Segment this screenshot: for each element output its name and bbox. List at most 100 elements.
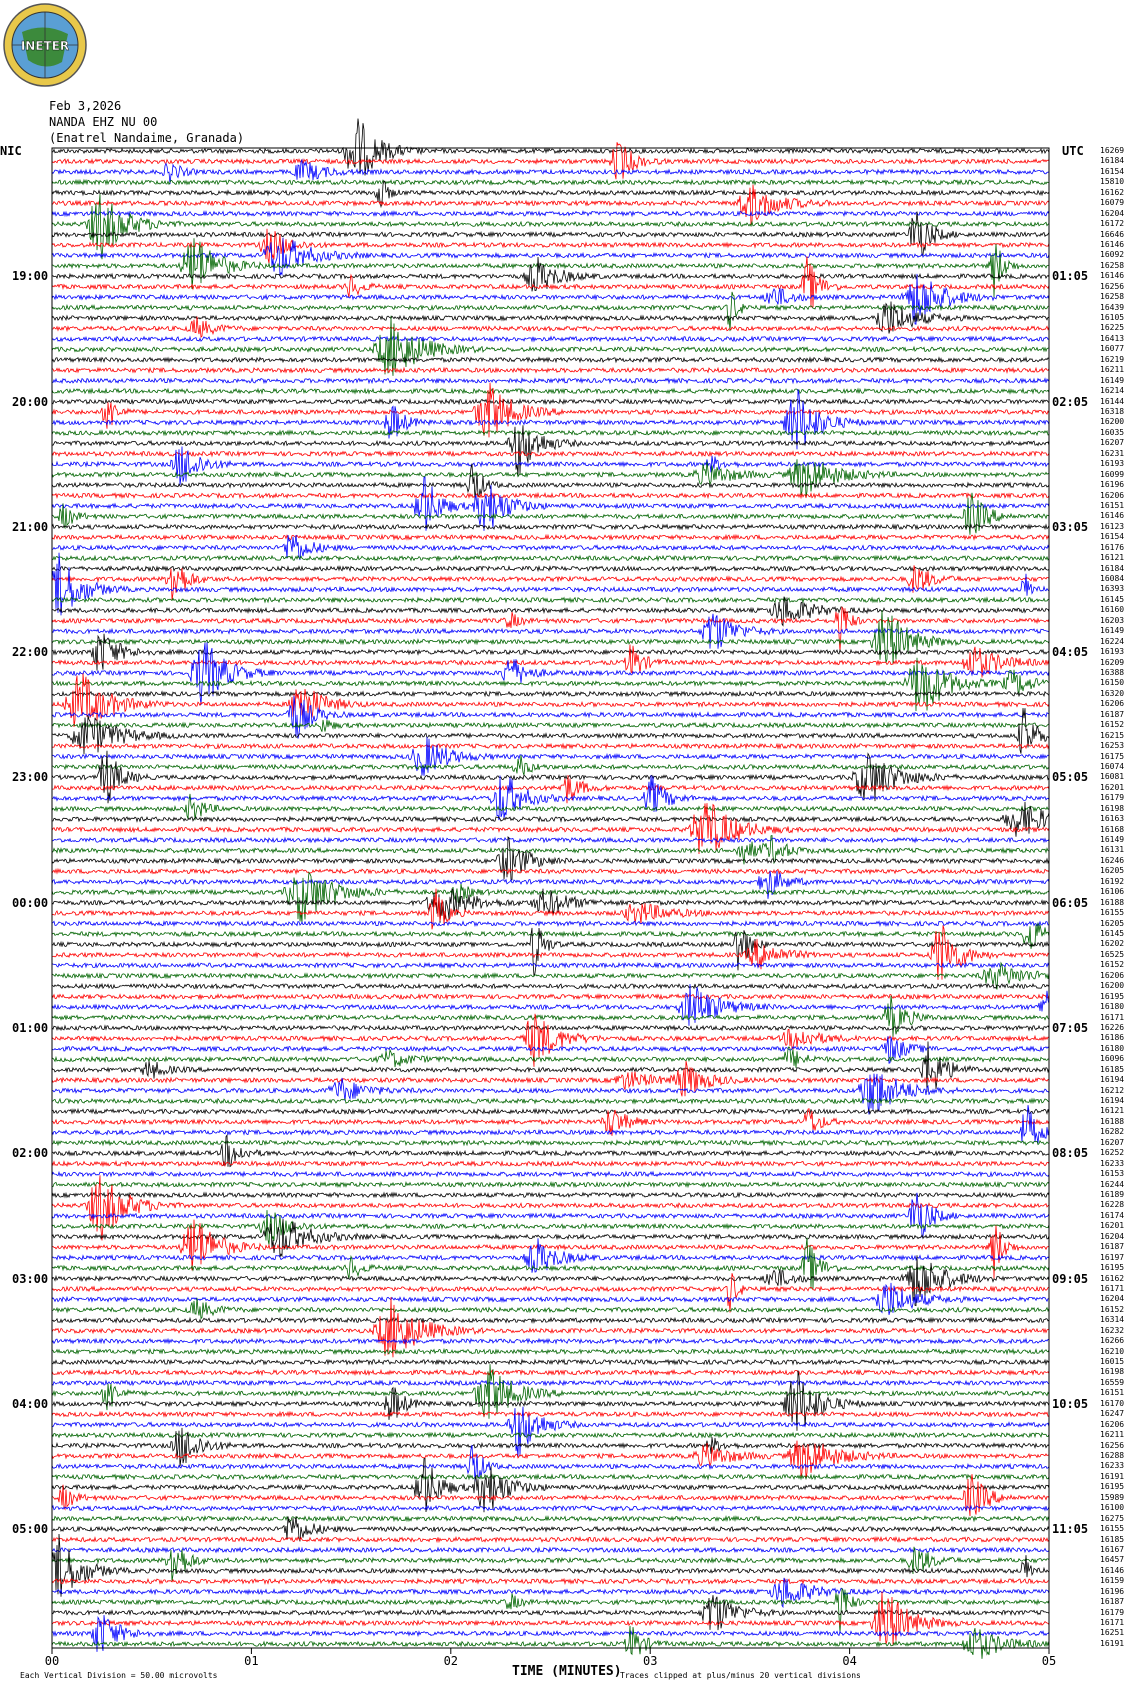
trace-line xyxy=(51,238,1050,298)
trace-line xyxy=(51,1591,1050,1646)
trace-line xyxy=(51,315,1050,376)
line-count: 16231 xyxy=(1100,448,1125,458)
line-count: 16207 xyxy=(1100,438,1125,448)
line-count: 16079 xyxy=(1100,198,1125,208)
x-ticks: 00 01 02 03 04 05 xyxy=(45,1648,1056,1668)
right-hour-label: 06:05 xyxy=(1052,895,1089,910)
line-count: 16187 xyxy=(1100,709,1125,719)
line-count: 16146 xyxy=(1100,271,1125,281)
line-count: 16202 xyxy=(1100,939,1125,949)
trace-line xyxy=(51,1577,1050,1609)
trace-line xyxy=(51,1546,1050,1554)
trace-line xyxy=(51,377,1050,385)
line-count: 16188 xyxy=(1100,1116,1125,1126)
x-tick-label: 03 xyxy=(643,1654,657,1668)
trace-line xyxy=(51,211,1050,257)
trace-line xyxy=(51,1516,1050,1542)
trace-line xyxy=(51,184,1050,226)
line-count: 16191 xyxy=(1100,1471,1125,1481)
line-count: 16188 xyxy=(1100,897,1125,907)
trace-line xyxy=(51,335,1050,343)
trace-line xyxy=(51,1615,1050,1652)
line-count: 16246 xyxy=(1100,855,1125,865)
line-count: 16159 xyxy=(1100,1576,1125,1586)
trace-line xyxy=(51,742,1050,750)
line-count: 16151 xyxy=(1100,500,1125,510)
trace-line xyxy=(51,1535,1050,1544)
trace-line xyxy=(51,1337,1050,1345)
line-count: 16233 xyxy=(1100,1158,1125,1168)
line-count: 16171 xyxy=(1100,1283,1125,1293)
trace-line xyxy=(51,870,1050,899)
line-count: 16035 xyxy=(1100,427,1125,437)
right-hour-label: 09:05 xyxy=(1052,1271,1089,1286)
x-tick-label: 01 xyxy=(244,1654,258,1668)
right-hour-label: 07:05 xyxy=(1052,1020,1089,1035)
line-count: 16256 xyxy=(1100,1440,1125,1450)
line-count: 16092 xyxy=(1100,250,1125,260)
line-count: 16646 xyxy=(1100,229,1125,239)
line-count: 16200 xyxy=(1100,981,1125,991)
line-count: 16233 xyxy=(1100,1461,1125,1471)
line-count: 16175 xyxy=(1100,751,1125,761)
line-count: 16152 xyxy=(1100,960,1125,970)
trace-line xyxy=(51,919,1050,928)
line-count: 16200 xyxy=(1100,417,1125,427)
line-count: 16154 xyxy=(1100,532,1125,542)
line-count: 16228 xyxy=(1100,1200,1125,1210)
footer-scale-note: Each Vertical Division = 50.00 microvolt… xyxy=(20,1671,218,1680)
trace-line xyxy=(51,888,1050,923)
line-count: 16253 xyxy=(1100,741,1125,751)
right-hour-label: 08:05 xyxy=(1052,1146,1089,1161)
trace-line xyxy=(51,533,1050,541)
date-label: Feb 3,2026 xyxy=(49,99,122,113)
trace-line xyxy=(51,291,1050,332)
line-count: 16100 xyxy=(1100,1503,1125,1513)
x-tick-label: 02 xyxy=(444,1654,458,1668)
line-count: 16192 xyxy=(1100,876,1125,886)
line-count: 16186 xyxy=(1100,1033,1125,1043)
trace-line xyxy=(51,118,1050,176)
trace-line xyxy=(51,1595,1050,1631)
line-count: 16180 xyxy=(1100,1043,1125,1053)
line-count: 16163 xyxy=(1100,814,1125,824)
trace-line xyxy=(51,1046,1050,1068)
line-count: 16206 xyxy=(1100,699,1125,709)
trace-line xyxy=(51,1406,1050,1458)
trace-line xyxy=(51,867,1050,876)
trace-line xyxy=(51,1219,1050,1258)
line-count: 16204 xyxy=(1100,208,1125,218)
line-count: 16457 xyxy=(1100,1555,1125,1565)
trace-line xyxy=(51,1192,1050,1238)
line-count: 16439 xyxy=(1100,302,1125,312)
trace-line xyxy=(51,834,1050,865)
trace-line xyxy=(51,1107,1050,1116)
line-count: 16179 xyxy=(1100,1607,1125,1617)
ineter-logo: INETER xyxy=(2,2,88,88)
trace-line xyxy=(51,1427,1050,1467)
line-count: 16193 xyxy=(1100,647,1125,657)
trace-line xyxy=(51,397,1050,406)
line-count: 16149 xyxy=(1100,835,1125,845)
trace-line xyxy=(51,1297,1050,1358)
line-count: 16162 xyxy=(1100,187,1125,197)
trace-line xyxy=(51,429,1050,437)
trace-line xyxy=(51,657,1050,712)
line-count: 16180 xyxy=(1100,1002,1125,1012)
line-count: 16187 xyxy=(1100,1597,1125,1607)
trace-line xyxy=(51,1444,1050,1482)
trace-line xyxy=(51,1105,1050,1144)
left-hour-label: 19:00 xyxy=(12,269,49,284)
right-timezone: UTC xyxy=(1062,144,1084,158)
trace-line xyxy=(51,301,1050,334)
line-count: 16121 xyxy=(1100,553,1125,563)
line-count: 16559 xyxy=(1100,1377,1125,1387)
trace-line xyxy=(51,1170,1050,1178)
trace-line xyxy=(51,984,1050,1026)
trace-line xyxy=(51,642,1050,706)
line-count: 16288 xyxy=(1100,1451,1125,1460)
trace-line xyxy=(51,888,1050,930)
trace-line xyxy=(51,178,1050,186)
line-count: 16160 xyxy=(1100,605,1125,615)
